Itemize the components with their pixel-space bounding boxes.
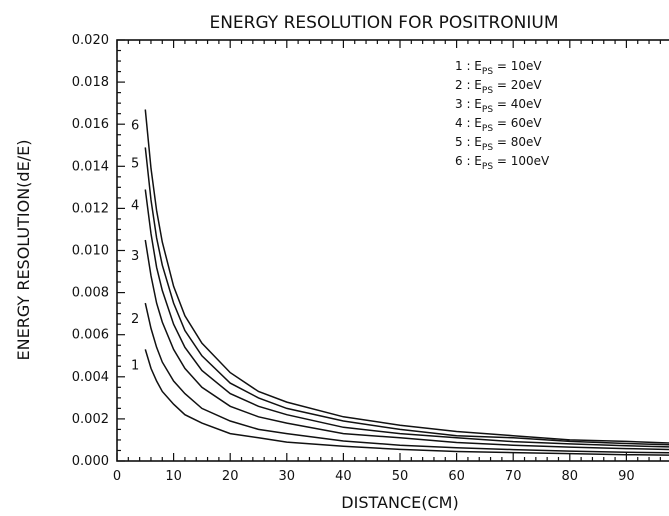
- series-1-line: [144, 349, 669, 456]
- x-tick-label: 0: [113, 469, 121, 484]
- y-tick-label: 0.020: [72, 33, 109, 48]
- y-tick-label: 0.012: [72, 201, 109, 216]
- x-tick-label: 80: [562, 469, 579, 484]
- plot-frame: [116, 39, 669, 462]
- series-2-label: 2: [131, 312, 139, 327]
- y-tick-label: 0.002: [72, 412, 109, 427]
- series-4-line: [144, 189, 669, 448]
- series-4-label: 4: [131, 198, 139, 213]
- series-3-line: [144, 239, 669, 451]
- legend-entry-1: 1 : EPS = 10eV: [455, 59, 542, 77]
- y-tick-label: 0.014: [72, 159, 109, 174]
- legend-entry-6: 6 : EPS = 100eV: [455, 154, 550, 172]
- legend-entry-2: 2 : EPS = 20eV: [455, 78, 542, 96]
- chart-title: ENERGY RESOLUTION FOR POSITRONIUM: [209, 13, 558, 33]
- x-tick-label: 10: [165, 469, 182, 484]
- x-axis-label: DISTANCE(CM): [341, 493, 458, 512]
- legend-entry-3: 3 : EPS = 40eV: [455, 97, 542, 115]
- series-6-line: [144, 109, 669, 444]
- x-tick-label: 50: [392, 469, 409, 484]
- y-tick-label: 0.016: [72, 117, 109, 132]
- x-tick-label: 70: [505, 469, 522, 484]
- x-tick-label: 90: [618, 469, 635, 484]
- x-tick-label: 60: [448, 469, 465, 484]
- y-tick-label: 0.010: [72, 244, 109, 259]
- legend-entry-4: 4 : EPS = 60eV: [455, 116, 542, 134]
- y-tick-label: 0.008: [72, 286, 109, 301]
- y-axis-label: ENERGY RESOLUTION(dE/E): [14, 140, 33, 361]
- data-curves: [144, 109, 669, 456]
- y-tick-label: 0.006: [72, 328, 109, 343]
- y-tick-label: 0.004: [72, 370, 109, 385]
- series-2-line: [144, 302, 669, 454]
- y-tick-label: 0.000: [72, 454, 109, 469]
- y-tick-label: 0.018: [72, 75, 109, 90]
- series-5-label: 5: [131, 156, 139, 171]
- x-tick-label: 20: [222, 469, 239, 484]
- y-axis: 0.000 0.002 0.004 0.006 0.008 0.010 0.012 0.014…: [72, 33, 125, 469]
- x-tick-label: 40: [335, 469, 352, 484]
- x-axis: 0102030405060708090100: [113, 40, 661, 484]
- curve-labels: 1 2 3 4 5 6: [131, 118, 139, 373]
- legend-entry-5: 5 : EPS = 80eV: [455, 135, 542, 153]
- series-1-label: 1: [131, 358, 139, 373]
- series-5-line: [144, 147, 669, 446]
- series-6-label: 6: [131, 118, 139, 133]
- x-tick-label: 30: [279, 469, 296, 484]
- series-3-label: 3: [131, 249, 139, 264]
- plot-area: [116, 39, 669, 462]
